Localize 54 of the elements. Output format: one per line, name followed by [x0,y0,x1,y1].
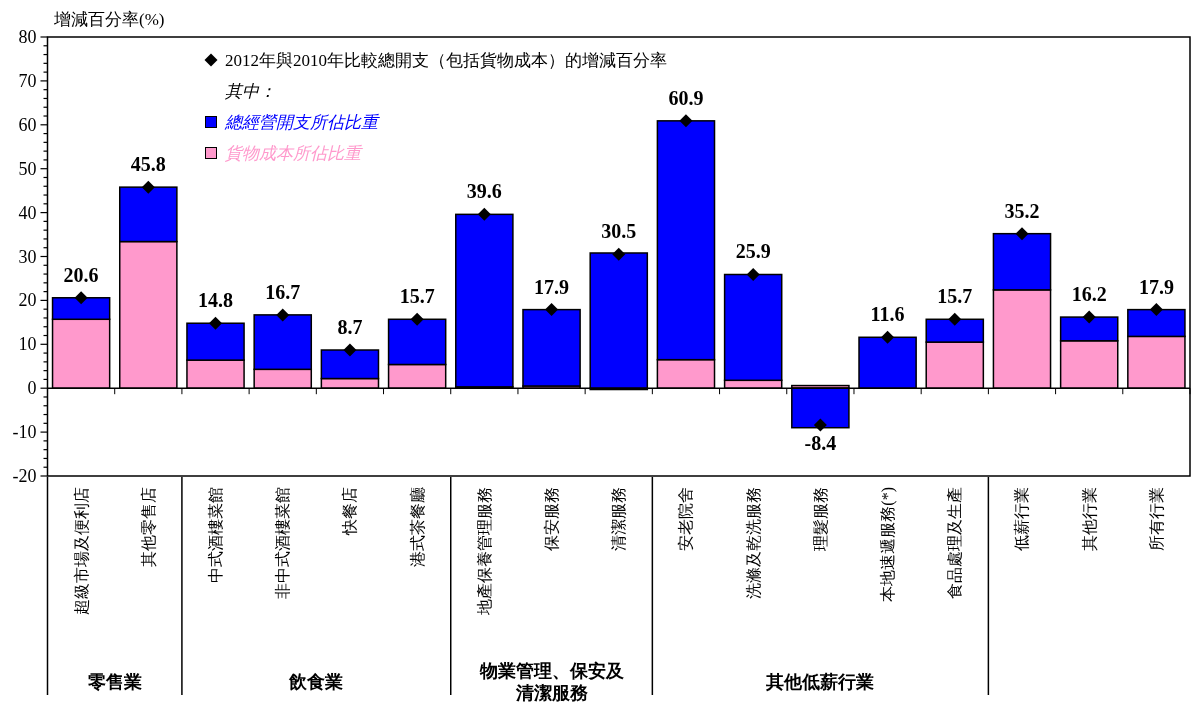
data-label: 30.5 [601,220,637,243]
x-tick-label: 理髮服務 [811,487,829,551]
y-tick-label: 30 [18,246,37,267]
annotation: 其中： [225,81,276,101]
x-tick-label: 超級市場及便利店 [72,487,90,615]
y-tick-label: 20 [18,290,37,311]
data-label: 17.9 [534,275,570,298]
text: 其他低薪行業 [766,671,875,693]
y-tick-label: 80 [18,27,37,47]
x-tick-label: 安老院舍 [677,487,695,551]
legend-label: 2012年與2010年比較總開支（包括貨物成本）的增減百分率 [225,50,667,70]
data-label: 15.7 [399,285,435,308]
x-tick-label: 快餐店 [341,487,359,536]
data-label: 17.9 [1138,275,1174,298]
data-label: 45.8 [130,153,166,176]
data-label: 25.9 [735,240,771,263]
x-tick-label: 清潔服務 [610,487,628,551]
x-tick-label: 中式酒樓菜館 [207,487,225,583]
legend-label: 總經營開支所佔比重 [224,112,380,132]
x-tick-label: 港式茶餐廳 [408,487,426,567]
x-tick-label: 低薪行業 [1013,487,1031,551]
data-label: 16.7 [265,280,301,303]
x-tick-label: 地產保養管理服務 [475,487,493,616]
data-label: 8.7 [337,316,363,339]
data-label: 14.8 [198,289,234,312]
text: 物業管理、保安及清潔服務 [478,660,625,704]
x-tick-label: 保安服務 [543,487,561,551]
data-label: 39.6 [466,180,502,203]
data-label: 60.9 [668,86,704,109]
y-tick-label: -10 [12,422,37,443]
text: 零售業 [87,671,142,693]
x-tick-label: 本地速遞服務(*) [879,487,898,602]
x-tick-label: 洗滌及乾洗服務 [744,487,762,599]
y-tick-label: 0 [27,378,37,399]
data-label: 35.2 [1004,199,1040,222]
x-tick-label: 食品處理及生產 [946,487,964,599]
y-tick-label: 50 [18,158,37,179]
y-tick-label: -20 [12,466,37,486]
legend-label: 貨物成本所佔比重 [225,143,363,163]
text: 飲食業 [289,671,344,693]
data-label: 20.6 [63,263,99,286]
y-tick-label: 40 [18,202,37,223]
data-label: 15.7 [937,285,973,308]
y-tick-label: 70 [18,70,37,91]
data-label: -8.4 [804,432,837,455]
data-label: 16.2 [1071,283,1107,306]
x-tick-label: 非中式酒樓菜館 [274,487,292,599]
x-tick-label: 其他零售店 [139,487,157,567]
y-axis-title: 增減百分率(%) [53,9,165,29]
x-tick-label: 其他行業 [1080,487,1098,551]
data-label: 11.6 [870,303,905,326]
y-tick-label: 10 [18,334,37,355]
x-tick-label: 所有行業 [1147,487,1165,551]
y-tick-label: 60 [18,114,37,135]
